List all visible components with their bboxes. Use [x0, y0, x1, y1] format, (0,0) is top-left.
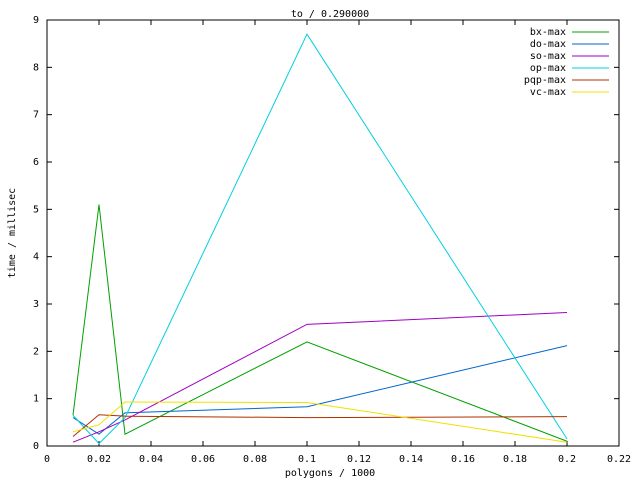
series-line [72, 414, 568, 437]
x-tick-label: 0 [44, 454, 50, 465]
y-tick-label: 2 [33, 346, 39, 357]
x-tick-label: 0.06 [191, 454, 215, 465]
legend-label: so-max [530, 51, 566, 62]
series-line [72, 312, 568, 443]
series-line [72, 401, 568, 443]
x-tick-label: 0.14 [399, 454, 423, 465]
x-tick-label: 0.18 [503, 454, 527, 465]
x-tick-label: 0.22 [607, 454, 631, 465]
legend-label: pqp-max [524, 75, 566, 86]
series-line [72, 345, 568, 435]
y-tick-label: 0 [33, 441, 39, 452]
x-tick-label: 0.16 [451, 454, 475, 465]
x-axis-label: polygons / 1000 [285, 468, 375, 479]
y-tick-label: 6 [33, 157, 39, 168]
series-line [72, 204, 568, 442]
legend-label: do-max [530, 39, 566, 50]
x-tick-label: 0.2 [558, 454, 576, 465]
y-tick-label: 5 [33, 204, 39, 215]
x-tick-label: 0.02 [87, 454, 111, 465]
legend-label: op-max [530, 63, 566, 74]
legend-label: bx-max [530, 27, 566, 38]
x-tick-label: 0.04 [139, 454, 163, 465]
plot-frame [46, 19, 620, 447]
x-tick-label: 0.08 [243, 454, 267, 465]
legend-label: vc-max [530, 87, 566, 98]
x-tick-label: 0.12 [347, 454, 371, 465]
y-tick-label: 1 [33, 394, 39, 405]
y-tick-label: 9 [33, 15, 39, 26]
series-line [72, 33, 568, 445]
y-axis-label: time / millisec [7, 188, 18, 278]
y-tick-label: 4 [33, 252, 39, 263]
chart-title: to / 0.290000 [291, 9, 369, 20]
y-tick-label: 7 [33, 110, 39, 121]
x-tick-label: 0.1 [298, 454, 316, 465]
y-tick-label: 3 [33, 299, 39, 310]
y-tick-label: 8 [33, 62, 39, 73]
